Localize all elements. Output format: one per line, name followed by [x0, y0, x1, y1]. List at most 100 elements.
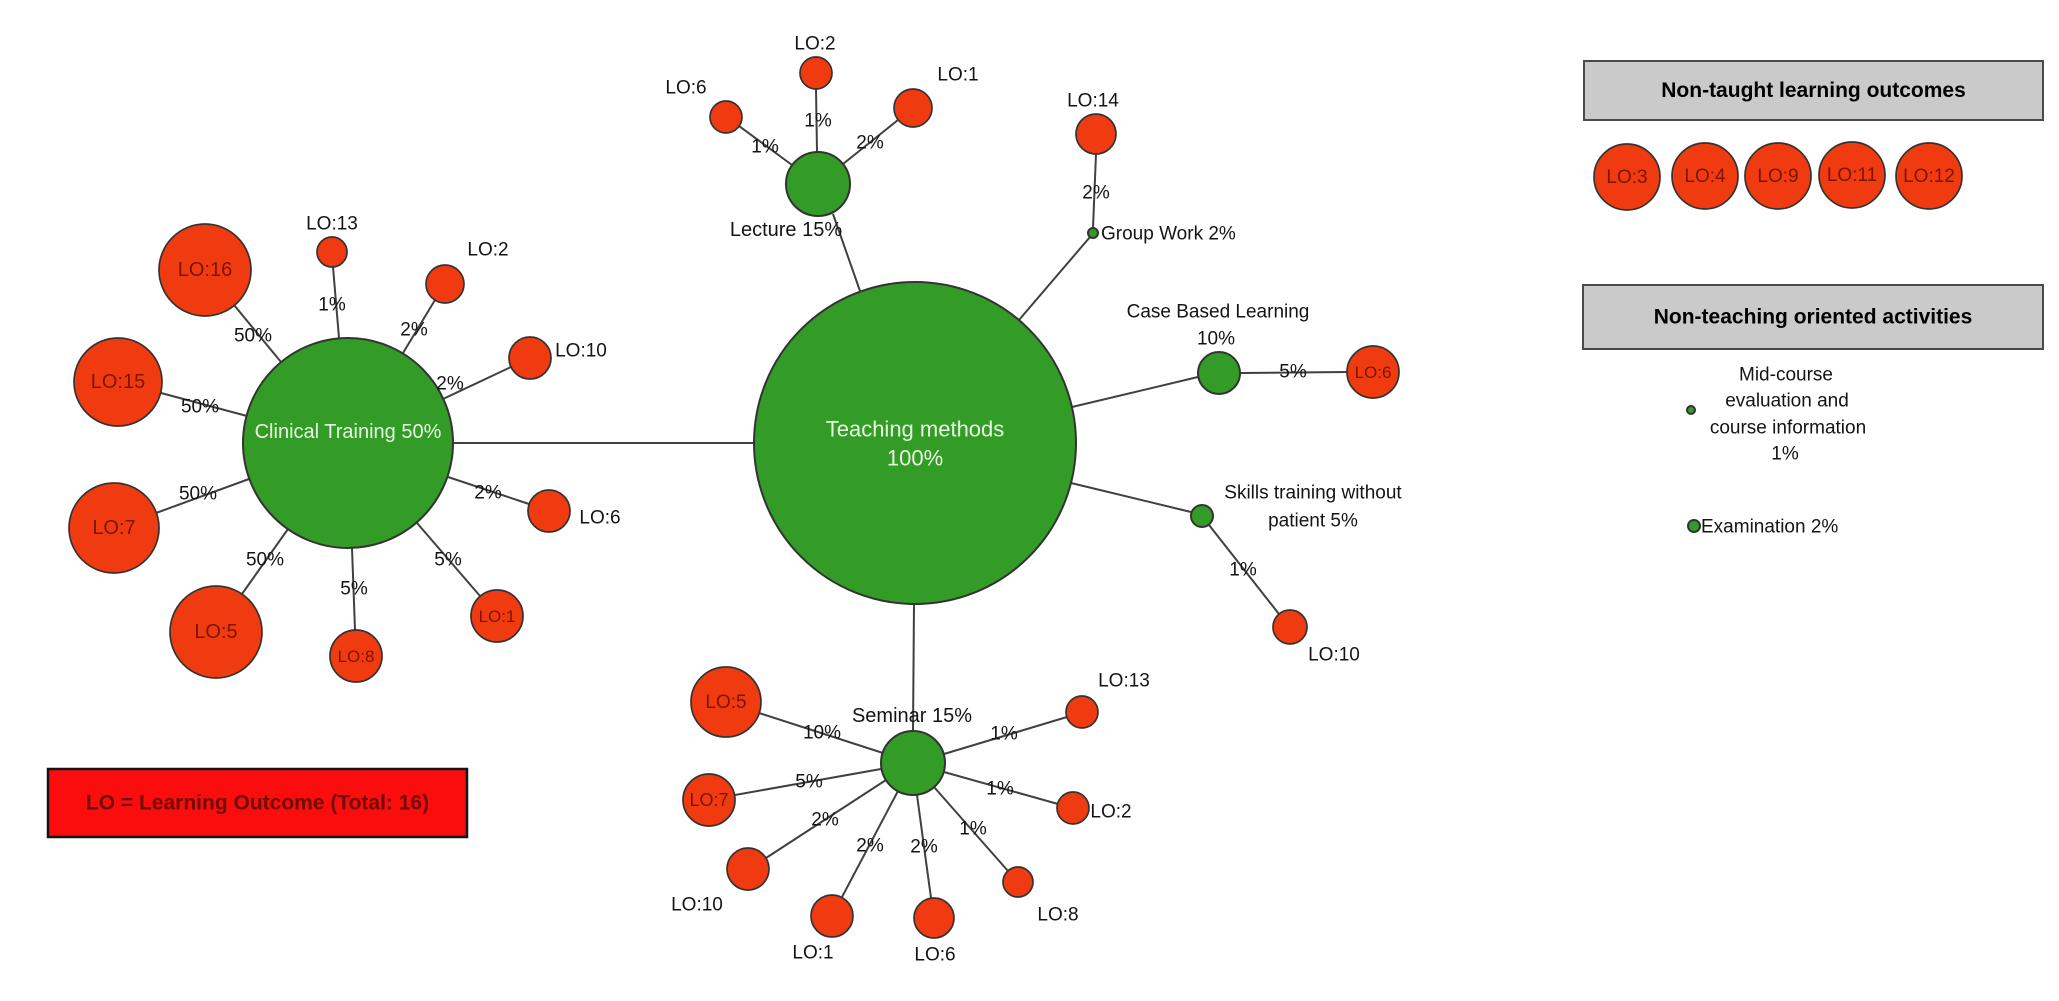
- label-midcourse-label-line2: evaluation and: [1725, 391, 1849, 412]
- label-cbl-label-line1: Case Based Learning: [1127, 302, 1310, 323]
- node-clin-lo2: [425, 264, 465, 304]
- label-lec-lo2-label: LO:2: [794, 34, 835, 55]
- node-text-nt-lo11: LO:11: [1827, 165, 1877, 186]
- node-text-sem-lo5: LO:5: [705, 692, 746, 713]
- node-text-teaching-methods: Teaching methods 100%: [826, 416, 1005, 470]
- node-text-clinical-training: Clinical Training 50%: [255, 421, 442, 443]
- edge-label-seminar-lo8: 1%: [959, 819, 987, 840]
- edge-label-clinical-lo6: 2%: [474, 483, 502, 504]
- edge-skills-lo10-edge: [1208, 524, 1280, 615]
- node-sem-lo6: [913, 897, 955, 939]
- edge-clinical-lo2: [402, 299, 436, 354]
- edge-label-clinical-lo5: 50%: [246, 550, 284, 571]
- edge-clinical-lo1: [416, 522, 481, 597]
- node-text-nt-lo12: LO:12: [1903, 166, 1955, 187]
- node-lec-lo2: [799, 56, 833, 90]
- node-clin-lo16: [158, 223, 252, 317]
- edge-seminar-lo13: [943, 716, 1068, 755]
- edge-lecture-lo6: [738, 125, 793, 166]
- edge-clinical-lo6: [447, 476, 530, 505]
- node-text-sem-lo7: LO:7: [689, 790, 728, 810]
- node-clin-lo15: [73, 337, 163, 427]
- node-text-nt-lo4: LO:4: [1684, 166, 1726, 187]
- node-group-work-dot: [1087, 227, 1099, 239]
- boxes-layer: Non-taught learning outcomes Non-teaching…: [46, 60, 2044, 839]
- node-clin-lo5: [169, 585, 263, 679]
- node-lec-lo6: [709, 100, 743, 134]
- edge-clinical-lo10: [442, 366, 512, 400]
- label-group-work-label: Group Work 2%: [1101, 224, 1236, 245]
- node-text-clin-lo8: LO:8: [338, 647, 375, 666]
- node-lecture: [785, 151, 851, 217]
- node-cbl-lo6: [1346, 345, 1400, 399]
- edge-label-lecture-lo1: 2%: [856, 133, 884, 154]
- edge-clinical-lo16: [233, 304, 282, 363]
- node-clin-lo1: [470, 589, 524, 643]
- node-sem-lo8: [1002, 866, 1034, 898]
- edge-clinical-lo13: [332, 266, 340, 339]
- edge-label-skills-lo10-edge: 1%: [1229, 560, 1257, 581]
- node-clinical-training: [242, 337, 454, 549]
- legend-title: LO = Learning Outcome (Total: 16): [86, 792, 429, 815]
- edge-teaching-groupwork: [1018, 236, 1091, 321]
- label-lo14-label: LO:14: [1067, 91, 1119, 112]
- label-lec-lo1-label: LO:1: [937, 65, 978, 86]
- node-skills-training: [1190, 504, 1214, 528]
- edge-label-seminar-lo13: 1%: [990, 724, 1018, 745]
- edge-label-seminar-lo5: 10%: [803, 723, 841, 744]
- node-clin-lo10: [508, 336, 552, 380]
- label-clin-lo13-label: LO:13: [306, 214, 358, 235]
- label-sem-lo13-label: LO:13: [1098, 671, 1150, 692]
- label-midcourse-label-line4: 1%: [1771, 444, 1799, 465]
- edge-seminar-lo2: [943, 771, 1059, 805]
- node-nt-lo4: [1671, 142, 1739, 210]
- label-clin-lo6-label: LO:6: [579, 508, 620, 529]
- edge-cbl-lo6-edge: [1239, 371, 1348, 374]
- node-text-nt-lo9: LO:9: [1757, 166, 1798, 187]
- non-teaching-header-box: [1582, 284, 2044, 350]
- labels-layer: 1% 1% 2% 2% 5% 1% 50% 1% 2% 2% 50% 50% 50% 5% 5% 2% 10% 5…: [91, 34, 1955, 966]
- node-sem-lo1: [810, 894, 854, 938]
- node-text-clin-lo1: LO:1: [479, 607, 516, 626]
- edge-teaching-cbl: [1071, 376, 1199, 408]
- label-sem-lo1-label: LO:1: [792, 943, 833, 964]
- label-skills-label-line2: patient 5%: [1268, 511, 1358, 532]
- node-nt-lo9: [1744, 142, 1812, 210]
- edges-layer: [155, 88, 1348, 899]
- node-text-clin-lo16: LO:16: [178, 259, 232, 281]
- label-cbl-label-line2: 10%: [1197, 329, 1235, 350]
- edge-label-lo14-groupwork: 2%: [1082, 183, 1110, 204]
- node-skills-lo10: [1272, 609, 1308, 645]
- node-sem-lo2: [1056, 791, 1090, 825]
- node-clin-lo6: [527, 489, 571, 533]
- node-case-based-learning: [1197, 351, 1241, 395]
- edge-teaching-seminar: [912, 603, 915, 732]
- label-skills-label-line1: Skills training without: [1224, 483, 1402, 504]
- node-text-cbl-lo6: LO:6: [1355, 363, 1392, 382]
- edge-seminar-lo6: [916, 794, 932, 899]
- label-lecture-label: Lecture 15%: [730, 219, 843, 241]
- node-midcourse-dot: [1686, 405, 1696, 415]
- edge-label-cbl-lo6-edge: 5%: [1279, 362, 1307, 383]
- node-sem-lo5: [690, 666, 762, 738]
- label-clin-lo10-label: LO:10: [555, 341, 607, 362]
- legend-box: [46, 767, 469, 839]
- node-text-clin-lo5: LO:5: [194, 621, 237, 643]
- edge-clinical-lo8: [351, 547, 356, 631]
- edge-seminar-lo7: [734, 768, 882, 796]
- label-clin-lo2-label: LO:2: [467, 240, 508, 261]
- node-lec-lo1: [893, 88, 933, 128]
- node-sem-lo10: [726, 847, 770, 891]
- edge-label-seminar-lo2: 1%: [986, 779, 1014, 800]
- edge-label-clinical-lo2: 2%: [400, 320, 428, 341]
- node-lo14: [1075, 113, 1117, 155]
- non-teaching-header-title: Non-teaching oriented activities: [1654, 306, 1973, 329]
- label-midcourse-label-line3: course information: [1710, 418, 1866, 439]
- label-midcourse-label-line1: Mid-course: [1739, 365, 1833, 386]
- node-clin-lo13: [316, 236, 348, 268]
- edge-label-clinical-lo16: 50%: [234, 326, 272, 347]
- node-nt-lo11: [1818, 141, 1886, 209]
- label-lec-lo6-label: LO:6: [665, 78, 706, 99]
- edge-seminar-lo5: [758, 712, 884, 754]
